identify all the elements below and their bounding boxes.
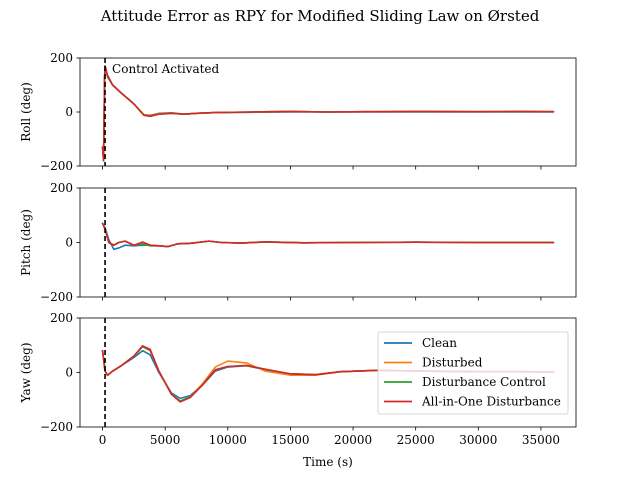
- roll-series: [101, 65, 555, 162]
- pitch-ylabel: Pitch (deg): [19, 209, 33, 276]
- control-activated-annotation: Control Activated: [112, 62, 219, 76]
- xtick-label: 20000: [334, 433, 372, 447]
- xtick-label: 15000: [271, 433, 309, 447]
- pitch-ytick-label: −200: [40, 290, 73, 304]
- yaw-panel: −200 0 200 0 5000 10000 15000 20000 25000 30000 35…: [19, 311, 577, 447]
- roll-ylabel: Roll (deg): [19, 82, 33, 142]
- pitch-ytick-label: 0: [65, 236, 73, 250]
- xtick-label: 0: [99, 433, 107, 447]
- yaw-ytick-label: 0: [65, 366, 73, 380]
- roll-series-line-all-in-one-disturbance: [101, 65, 555, 162]
- xtick-label: 10000: [209, 433, 247, 447]
- xtick-label: 25000: [397, 433, 435, 447]
- pitch-series-line-all-in-one-disturbance: [101, 222, 555, 248]
- xtick-label: 30000: [459, 433, 497, 447]
- yaw-ylabel: Yaw (deg): [19, 342, 33, 403]
- xtick-label: 5000: [150, 433, 181, 447]
- legend-label-clean: Clean: [422, 336, 457, 350]
- roll-panel: −200 0 200 Roll (deg) Control Activated: [19, 51, 577, 173]
- chart-title: Attitude Error as RPY for Modified Slidi…: [100, 7, 540, 25]
- yaw-ytick-label: −200: [40, 420, 73, 434]
- pitch-panel: −200 0 200 Pitch (deg): [19, 181, 577, 304]
- yaw-ytick-label: 200: [50, 311, 73, 325]
- legend-box: [377, 331, 569, 415]
- panels: −200 0 200 Roll (deg) Control Activated −200 0…: [19, 51, 577, 469]
- roll-ytick-label: 200: [50, 51, 73, 65]
- roll-ytick-label: 0: [65, 105, 73, 119]
- legend-label-disturbance-control: Disturbance Control: [422, 375, 546, 389]
- legend-label-disturbed: Disturbed: [422, 356, 483, 370]
- legend-label-all-in-one-disturbance: All-in-One Disturbance: [421, 395, 561, 409]
- roll-ytick-label: −200: [40, 159, 73, 173]
- pitch-series: [101, 222, 555, 251]
- legend: Clean Disturbed Disturbance Control All-in-…: [377, 331, 569, 415]
- pitch-ytick-label: 200: [50, 181, 73, 195]
- xlabel: Time (s): [303, 455, 353, 469]
- xtick-label: 35000: [522, 433, 560, 447]
